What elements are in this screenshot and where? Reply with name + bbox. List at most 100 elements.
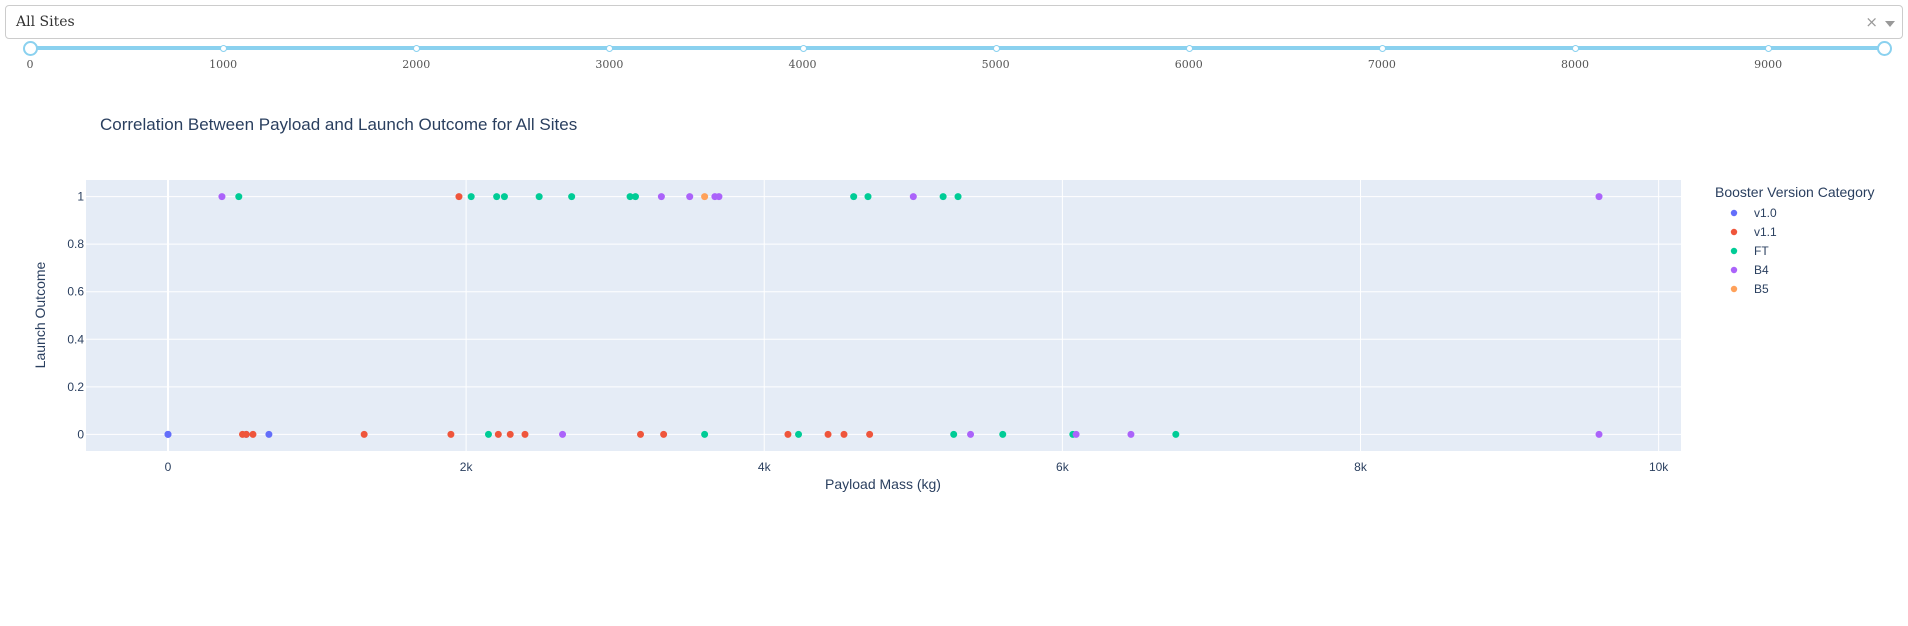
x-tick-label: 6k (1056, 460, 1070, 474)
slider-mark-dot (799, 45, 807, 52)
legend-label: FT (1754, 244, 1769, 258)
data-point-v1-1 (455, 193, 463, 201)
data-point-b4 (967, 430, 975, 438)
slider-mark-dot (220, 45, 228, 52)
legend-marker (1730, 209, 1738, 217)
data-point-ft (484, 430, 492, 438)
data-point-ft (999, 430, 1007, 438)
data-point-ft (493, 193, 501, 201)
data-point-b4 (909, 193, 917, 201)
data-point-v1-1 (242, 430, 250, 438)
data-point-v1-0 (265, 430, 273, 438)
data-point-ft (850, 193, 858, 201)
x-tick-label: 10k (1649, 460, 1669, 474)
legend-label: B4 (1754, 263, 1769, 277)
y-tick-label: 0 (77, 427, 84, 441)
slider-mark-label: 3000 (595, 58, 624, 71)
x-axis-ticks: 0 2k 4k 6k 8k 10k (165, 460, 1670, 474)
data-point-ft (950, 430, 958, 438)
clear-icon[interactable]: × (1865, 13, 1878, 31)
data-point-v1-1 (784, 430, 792, 438)
data-point-ft (500, 193, 508, 201)
data-point-b4 (657, 193, 665, 201)
legend[interactable]: v1.0 v1.1 FT B4 B5 (1730, 206, 1777, 296)
site-dropdown[interactable]: All Sites × (5, 5, 1903, 39)
slider-handle-min[interactable] (23, 41, 38, 56)
data-point-ft (864, 193, 872, 201)
data-point-v1-1 (494, 430, 502, 438)
data-point-v1-0 (164, 430, 172, 438)
data-points (164, 193, 1603, 438)
data-point-v1-1 (521, 430, 529, 438)
data-point-v1-1 (866, 430, 874, 438)
legend-label: v1.1 (1754, 225, 1777, 239)
y-axis-label: Launch Outcome (32, 261, 48, 368)
chart-title: Correlation Between Payload and Launch O… (100, 115, 577, 134)
slider-mark-dot (1572, 45, 1579, 52)
y-tick-label: 0.4 (67, 332, 84, 346)
slider-mark-dot (1378, 45, 1386, 52)
data-point-v1-1 (660, 430, 668, 438)
legend-marker (1730, 285, 1738, 293)
slider-mark-dot (606, 45, 614, 52)
data-point-ft (631, 193, 639, 201)
data-point-b5 (701, 193, 709, 201)
slider-mark-label: 7000 (1367, 58, 1396, 71)
slider-handle-max[interactable] (1877, 41, 1892, 56)
data-point-ft (939, 193, 947, 201)
data-point-v1-1 (360, 430, 368, 438)
y-axis-ticks: 0 0.2 0.4 0.6 0.8 1 (67, 190, 84, 442)
slider-mark-label: 1000 (209, 58, 238, 71)
x-tick-label: 4k (758, 460, 772, 474)
data-point-ft (235, 193, 243, 201)
data-point-v1-1 (447, 430, 455, 438)
slider-mark-label: 6000 (1174, 58, 1203, 71)
data-point-b4 (715, 193, 723, 201)
slider-mark-label: 8000 (1561, 58, 1589, 71)
legend-title: Booster Version Category (1715, 184, 1875, 200)
data-point-b4 (1127, 430, 1135, 438)
x-tick-label: 2k (460, 460, 474, 474)
legend-marker (1730, 228, 1738, 236)
slider-mark-dot (1185, 45, 1193, 52)
slider-mark-label: 9000 (1754, 58, 1783, 71)
plot-area[interactable] (86, 180, 1681, 451)
data-point-ft (467, 193, 475, 201)
legend-marker (1730, 266, 1738, 274)
data-point-b4 (686, 193, 694, 201)
data-point-ft (535, 193, 543, 201)
scatter-chart: Correlation Between Payload and Launch O… (32, 115, 1875, 492)
slider-mark-label: 0 (26, 58, 34, 71)
slider-mark-label: 2000 (402, 58, 431, 71)
legend-label: B5 (1754, 282, 1769, 296)
slider-mark-label: 4000 (788, 58, 817, 71)
data-point-ft (954, 193, 962, 201)
data-point-b4 (1595, 193, 1603, 201)
y-tick-label: 0.8 (67, 237, 84, 251)
slider-track[interactable] (30, 46, 1884, 50)
site-dropdown-value: All Sites (16, 14, 75, 30)
legend-marker (1730, 247, 1738, 255)
y-tick-label: 0.6 (67, 285, 84, 299)
slider-mark-label: 5000 (981, 58, 1010, 71)
slider-mark-dot (413, 45, 421, 52)
data-point-v1-1 (824, 430, 832, 438)
data-point-v1-1 (637, 430, 645, 438)
data-point-v1-1 (249, 430, 257, 438)
data-point-ft (1172, 430, 1180, 438)
y-tick-label: 1 (77, 190, 84, 204)
data-point-ft (795, 430, 803, 438)
data-point-b4 (1595, 430, 1603, 438)
payload-range-slider[interactable]: 0 1000 2000 3000 4000 5000 6000 7000 8000 9000 (0, 38, 1908, 78)
x-tick-label: 0 (165, 460, 172, 474)
data-point-v1-1 (840, 430, 848, 438)
slider-mark-dot (992, 45, 1000, 52)
grid-lines (86, 180, 1681, 451)
data-point-b4 (1072, 430, 1080, 438)
y-tick-label: 0.2 (67, 380, 84, 394)
chevron-down-icon[interactable] (1885, 21, 1895, 27)
x-tick-label: 8k (1354, 460, 1368, 474)
data-point-v1-1 (506, 430, 514, 438)
data-point-b4 (218, 193, 226, 201)
x-axis-label: Payload Mass (kg) (825, 476, 941, 492)
